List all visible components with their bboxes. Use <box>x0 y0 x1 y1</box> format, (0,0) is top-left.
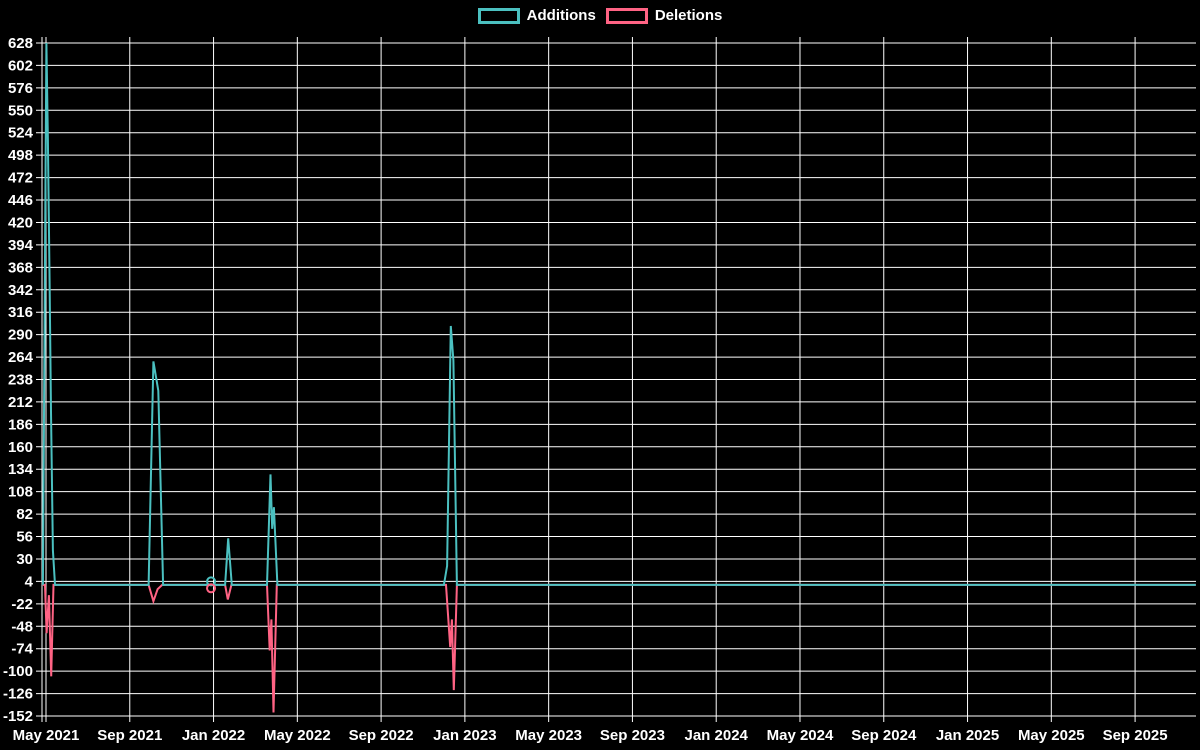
y-tick-label: 446 <box>8 192 33 209</box>
y-tick-label: 160 <box>8 439 33 456</box>
x-tick-label: Sep 2022 <box>349 727 414 744</box>
y-tick-label: -152 <box>3 708 33 725</box>
x-tick-label: Sep 2024 <box>851 727 917 744</box>
y-tick-label: 134 <box>8 461 34 478</box>
y-tick-label: 4 <box>25 573 34 590</box>
y-tick-label: 394 <box>8 237 34 254</box>
legend-item-deletions[interactable]: Deletions <box>605 7 723 24</box>
y-tick-label: 290 <box>8 327 33 344</box>
y-tick-label: -126 <box>3 686 33 703</box>
y-tick-label: 238 <box>8 372 33 389</box>
y-tick-label: 316 <box>8 304 33 321</box>
y-tick-label: 550 <box>8 102 33 119</box>
deletions-line <box>42 583 1196 713</box>
y-tick-label: 264 <box>8 349 34 366</box>
x-tick-label: Jan 2025 <box>936 727 999 744</box>
y-tick-label: -74 <box>11 641 33 658</box>
deletions-swatch-icon <box>605 7 648 24</box>
y-tick-label: 524 <box>8 125 34 142</box>
x-tick-label: May 2021 <box>13 727 80 744</box>
x-tick-label: May 2022 <box>264 727 331 744</box>
isolated-point-deletions <box>206 583 217 594</box>
y-tick-label: 82 <box>16 506 33 523</box>
chart-legend: Additions Deletions <box>0 7 1200 24</box>
legend-item-additions[interactable]: Additions <box>477 7 596 24</box>
y-tick-label: 186 <box>8 416 33 433</box>
additions-swatch-icon <box>477 7 520 24</box>
y-tick-label: 56 <box>16 529 33 546</box>
y-tick-label: -100 <box>3 663 33 680</box>
x-tick-label: May 2025 <box>1018 727 1085 744</box>
x-tick-label: Jan 2022 <box>182 727 245 744</box>
legend-label-deletions: Deletions <box>654 7 723 24</box>
y-tick-label: 212 <box>8 394 33 411</box>
y-tick-label: 628 <box>8 35 33 52</box>
y-tick-label: 108 <box>8 484 33 501</box>
x-tick-label: Jan 2024 <box>685 727 749 744</box>
y-tick-label: 472 <box>8 170 33 187</box>
additions-line <box>41 42 1196 586</box>
x-tick-label: May 2023 <box>515 727 582 744</box>
y-tick-label: 30 <box>16 551 33 568</box>
x-tick-label: Sep 2025 <box>1103 727 1168 744</box>
y-tick-label: 498 <box>8 147 33 164</box>
y-tick-label: 576 <box>8 80 33 97</box>
y-tick-label: 342 <box>8 282 33 299</box>
isolated-point-additions <box>206 576 217 587</box>
x-tick-label: Sep 2021 <box>97 727 162 744</box>
legend-label-additions: Additions <box>526 7 596 24</box>
y-tick-label: 368 <box>8 259 33 276</box>
x-tick-label: Jan 2023 <box>433 727 496 744</box>
x-tick-label: Sep 2023 <box>600 727 665 744</box>
y-tick-label: 420 <box>8 214 33 231</box>
x-tick-label: May 2024 <box>767 727 834 744</box>
y-tick-label: -22 <box>11 596 33 613</box>
y-tick-label: -48 <box>11 618 33 635</box>
y-tick-label: 602 <box>8 57 33 74</box>
